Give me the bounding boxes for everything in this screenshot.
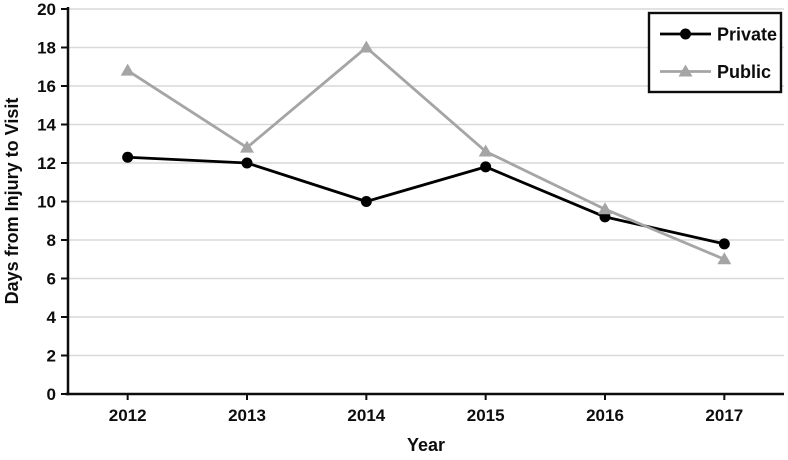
x-axis-title: Year [407, 435, 445, 455]
data-point-private-2013 [241, 157, 253, 169]
legend-box [647, 11, 783, 94]
data-point-public-2017 [717, 252, 732, 265]
y-tick-label-18: 18 [37, 39, 56, 58]
series-layer [120, 40, 732, 265]
data-point-public-2012 [120, 63, 135, 76]
data-point-private-2012 [122, 151, 134, 163]
x-tick-label-2012: 2012 [109, 406, 147, 425]
data-point-public-2013 [240, 140, 254, 153]
data-point-public-2014 [359, 40, 374, 53]
series-line-private [126, 155, 726, 246]
data-point-private-2017 [718, 238, 730, 250]
data-point-private-2014 [360, 196, 372, 207]
legend-label-public: Public [717, 62, 771, 82]
y-tick-label-0: 0 [47, 385, 56, 404]
legend-label-private: Private [717, 25, 777, 45]
legend-marker-private [680, 28, 691, 40]
x-tick-label-2015: 2015 [467, 406, 505, 425]
x-tick-label-2014: 2014 [347, 406, 385, 425]
axes: 0 2 4 6 8 10 12 14 16 18 20 2012 2013 2014 2015 2016 201… [37, 0, 784, 425]
y-tick-label-2: 2 [47, 347, 56, 366]
y-tick-label-6: 6 [47, 270, 56, 289]
y-tick-label-10: 10 [37, 193, 56, 212]
y-axis-title: Days from Injury to Visit [2, 98, 22, 305]
legend: Private Public [647, 11, 783, 94]
y-tick-label-4: 4 [47, 308, 57, 327]
gridlines [68, 8, 784, 357]
x-tick-label-2017: 2017 [705, 406, 743, 425]
x-tick-label-2016: 2016 [586, 406, 624, 425]
legend-marker-public [678, 64, 693, 77]
y-tick-label-8: 8 [47, 231, 56, 250]
y-tick-label-14: 14 [37, 116, 56, 135]
x-tick-label-2013: 2013 [228, 406, 266, 425]
data-point-private-2015 [480, 161, 492, 173]
data-point-public-2016 [598, 202, 612, 215]
data-point-public-2015 [478, 144, 493, 157]
series-line-public [126, 46, 726, 261]
y-tick-label-16: 16 [37, 77, 56, 96]
y-tick-label-20: 20 [37, 0, 56, 19]
y-tick-label-12: 12 [37, 154, 56, 173]
